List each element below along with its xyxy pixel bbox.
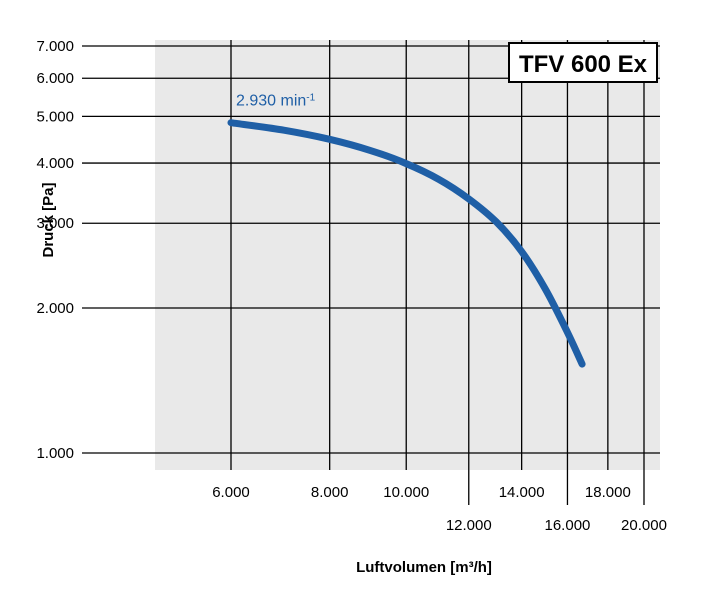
- model-label: TFV 600 Ex: [519, 51, 648, 78]
- grid: [82, 40, 660, 505]
- data-series-line: [227, 119, 586, 368]
- x-tick-label: 10.000: [383, 484, 429, 501]
- x-tick-label: 20.000: [621, 517, 667, 534]
- rpm-annotation: 2.930 min-1: [236, 92, 316, 110]
- y-tick-label: 6.000: [36, 70, 74, 87]
- plot-area: [155, 40, 660, 470]
- y-tick-label: 4.000: [36, 155, 74, 172]
- y-tick-label: 1.000: [36, 445, 74, 462]
- x-tick-label: 16.000: [545, 517, 591, 534]
- x-tick-label: 14.000: [499, 484, 545, 501]
- y-axis-title: Druck [Pa]: [40, 182, 57, 257]
- y-tick-label: 5.000: [36, 108, 74, 125]
- y-tick-label: 7.000: [36, 38, 74, 55]
- x-tick-label: 18.000: [585, 484, 631, 501]
- y-axis-ticks: 1.000 2.000 3.000 4.000 5.000 6.000 7.000: [36, 38, 74, 462]
- y-tick-label: 3.000: [36, 215, 74, 232]
- x-tick-label: 6.000: [212, 484, 250, 501]
- model-label-box: TFV 600 Ex: [508, 42, 658, 83]
- y-tick-label: 2.000: [36, 300, 74, 317]
- x-axis-title: Luftvolumen [m³/h]: [356, 559, 492, 576]
- x-tick-label: 12.000: [446, 517, 492, 534]
- x-tick-label: 8.000: [311, 484, 349, 501]
